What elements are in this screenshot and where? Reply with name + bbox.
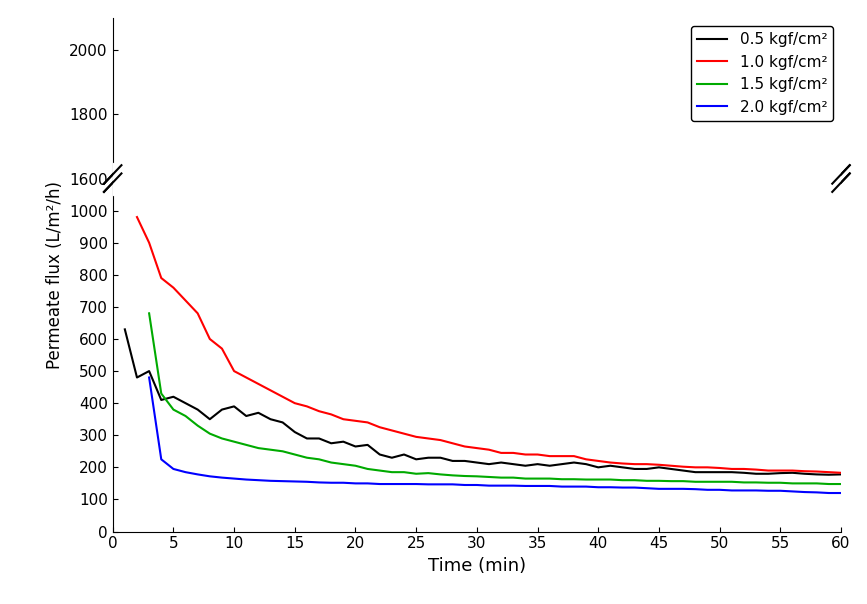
Line: 2.0 kgf/cm²: 2.0 kgf/cm² [149,378,841,493]
0.5 kgf/cm² [362,442,373,449]
0.5 kgf/cm² [120,326,130,333]
0.5 kgf/cm² [824,471,834,478]
2.0 kgf/cm² [241,476,251,483]
1.5 kgf/cm² [836,480,846,487]
2.0 kgf/cm² [302,478,312,486]
2.0 kgf/cm² [326,479,336,486]
1.5 kgf/cm² [350,462,361,469]
0.5 kgf/cm² [836,471,846,478]
Legend: 0.5 kgf/cm², 1.0 kgf/cm², 1.5 kgf/cm², 2.0 kgf/cm²: 0.5 kgf/cm², 1.0 kgf/cm², 1.5 kgf/cm², 2… [691,26,833,121]
Y-axis label: Permeate flux (L/m²/h): Permeate flux (L/m²/h) [46,181,63,369]
1.5 kgf/cm² [241,442,251,449]
Line: 1.5 kgf/cm²: 1.5 kgf/cm² [149,313,841,484]
2.0 kgf/cm² [569,483,579,490]
2.0 kgf/cm² [362,480,373,487]
1.0 kgf/cm² [362,419,373,426]
0.5 kgf/cm² [569,459,579,466]
1.5 kgf/cm² [569,475,579,483]
2.0 kgf/cm² [350,480,361,487]
0.5 kgf/cm² [302,435,312,442]
Line: 0.5 kgf/cm²: 0.5 kgf/cm² [125,329,841,475]
2.0 kgf/cm² [836,489,846,496]
1.0 kgf/cm² [569,452,579,460]
1.0 kgf/cm² [350,417,361,425]
0.5 kgf/cm² [241,413,251,420]
1.5 kgf/cm² [302,454,312,461]
0.5 kgf/cm² [350,443,361,450]
1.0 kgf/cm² [241,374,251,381]
0.5 kgf/cm² [326,440,336,447]
1.0 kgf/cm² [326,411,336,418]
X-axis label: Time (min): Time (min) [427,557,526,575]
Bar [113,162,841,194]
1.0 kgf/cm² [836,469,846,477]
1.5 kgf/cm² [362,465,373,472]
Line: 1.0 kgf/cm²: 1.0 kgf/cm² [137,217,841,473]
1.5 kgf/cm² [326,459,336,466]
1.0 kgf/cm² [302,403,312,410]
